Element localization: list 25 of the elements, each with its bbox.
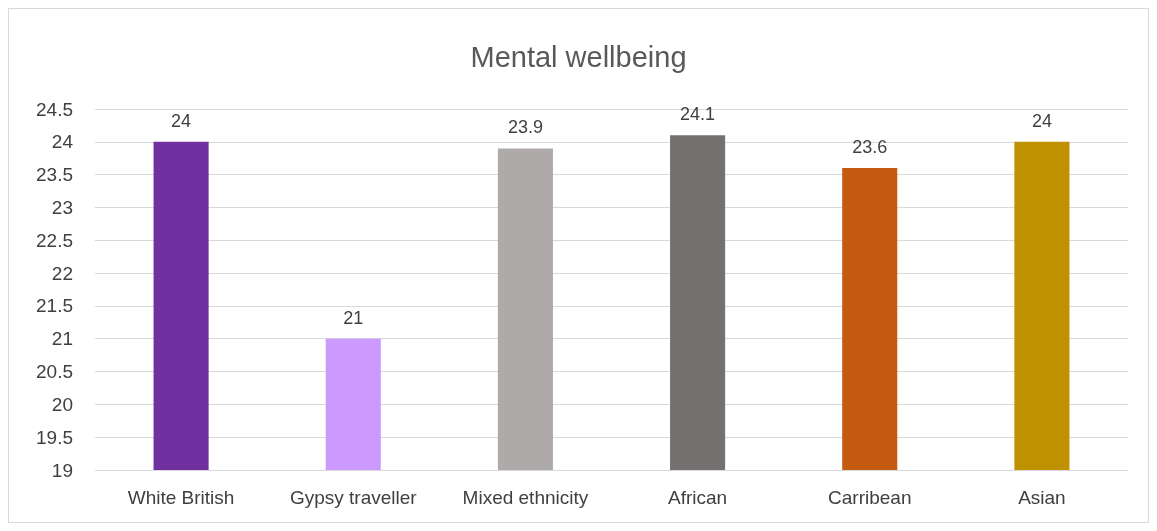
x-tick-label: African [668,487,728,508]
y-tick-label: 21.5 [36,295,73,317]
y-tick-label: 24 [51,131,74,153]
y-tick-label: 21 [51,328,73,350]
data-label: 23.6 [852,137,888,158]
y-tick-label: 22 [51,262,73,284]
chart-title: Mental wellbeing [470,40,687,73]
x-tick-label: White British [127,487,235,508]
y-tick-label: 23 [51,196,73,218]
y-tick-label: 20 [51,393,73,415]
x-tick-label: Carribean [828,487,912,508]
y-tick-label: 22.5 [36,229,73,251]
y-tick-label: 19 [51,459,73,481]
x-tick-label: Mixed ethnicity [462,487,589,508]
x-tick-label: Asian [1018,487,1066,508]
data-label: 21 [343,307,364,328]
x-tick-label: Gypsy traveller [289,487,418,508]
data-label: 24.1 [680,104,716,125]
y-tick-label: 19.5 [36,426,73,448]
data-label: 24 [171,110,192,131]
y-tick-label: 20.5 [36,361,73,383]
data-label: 23.9 [507,117,543,138]
data-label: 24 [1031,110,1052,131]
y-tick-label: 23.5 [36,164,73,186]
y-tick-label: 24.5 [36,98,73,120]
